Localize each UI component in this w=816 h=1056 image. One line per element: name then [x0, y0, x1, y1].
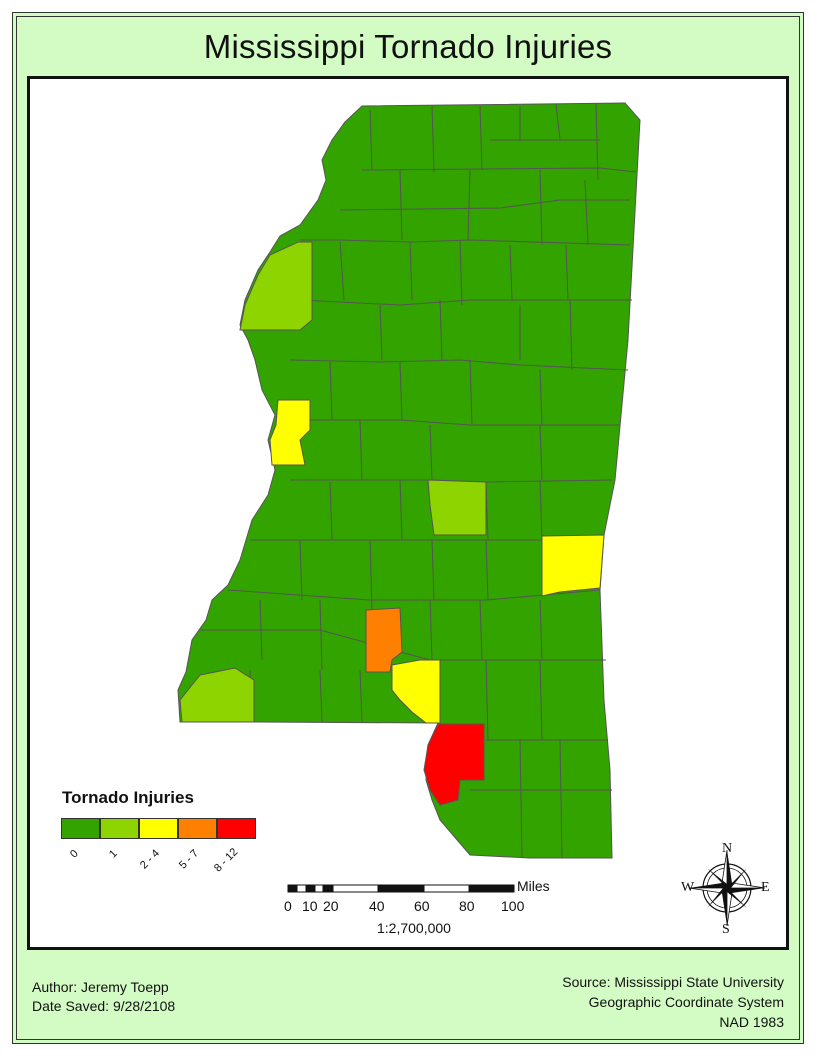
coord-system-text: Geographic Coordinate System	[588, 994, 784, 1010]
scale-tick-80: 80	[459, 898, 475, 914]
compass-east-label: E	[761, 880, 770, 895]
map-title: Mississippi Tornado Injuries	[203, 28, 613, 65]
county-class-1-central	[427, 479, 487, 536]
scale-tick-60: 60	[414, 898, 430, 914]
county-class-5-7	[365, 607, 403, 673]
compass-west-label: W	[681, 880, 695, 895]
scale-tick-100: 100	[501, 898, 525, 914]
scale-tick-10: 10	[302, 898, 318, 914]
legend-swatch-1	[100, 818, 139, 839]
scale-tick-40: 40	[369, 898, 385, 914]
legend-swatches	[61, 818, 256, 839]
legend-swatch-8-12	[217, 818, 256, 839]
legend-swatch-0	[61, 818, 100, 839]
county-class-2-4-north	[269, 399, 311, 466]
county-class-2-4-south	[391, 659, 441, 724]
scale-unit: Miles	[517, 878, 550, 894]
compass-rose	[688, 849, 766, 927]
source-text: Source: Mississippi State University	[562, 974, 784, 990]
county-class-1-southwest	[179, 667, 255, 723]
scale-bar	[287, 884, 515, 893]
author-text: Author: Jeremy Toepp	[32, 979, 169, 995]
legend-title: Tornado Injuries	[62, 788, 194, 807]
county-class-1-delta	[239, 241, 313, 331]
footer-author-block: Author: Jeremy Toepp Date Saved: 9/28/21…	[32, 978, 175, 1016]
scale-ratio: 1:2,700,000	[377, 920, 451, 936]
scale-tick-0: 0	[284, 898, 292, 914]
county-borders	[200, 103, 637, 859]
legend-swatch-2-4	[139, 818, 178, 839]
date-saved-text: Date Saved: 9/28/2108	[32, 998, 176, 1014]
county-class-8-12	[423, 723, 485, 806]
footer-source-block: Source: Mississippi State University Geo…	[562, 972, 784, 1032]
scale-tick-20: 20	[323, 898, 339, 914]
compass-north-label: N	[722, 841, 733, 856]
legend-swatch-5-7	[178, 818, 217, 839]
county-class-2-4-east	[541, 534, 605, 597]
datum-text: NAD 1983	[719, 1014, 784, 1030]
compass-south-label: S	[722, 922, 730, 937]
